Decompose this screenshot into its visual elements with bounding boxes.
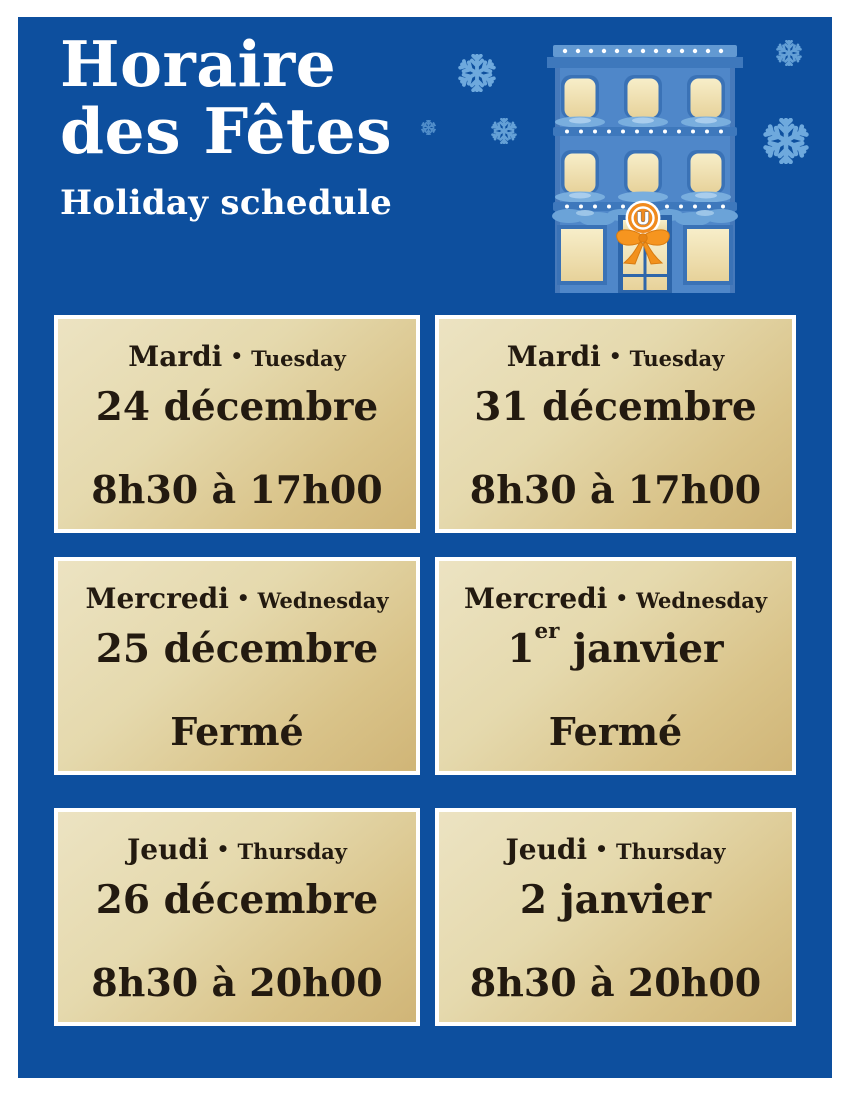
snowflake-icon bbox=[421, 120, 436, 135]
card-date: 31 décembre bbox=[439, 379, 792, 428]
schedule-card: Jeudi • Thursday 26 décembre 8h30 à 20h00 bbox=[54, 808, 420, 1026]
date-number: 25 bbox=[95, 626, 151, 672]
card-date: 26 décembre bbox=[58, 872, 416, 921]
date-month: janvier bbox=[546, 877, 712, 923]
card-day-line: Mardi • Tuesday bbox=[58, 319, 416, 376]
date-number: 2 bbox=[519, 877, 547, 923]
day-english: Tuesday bbox=[629, 346, 725, 371]
day-french: Mardi bbox=[506, 340, 601, 373]
card-day-line: Jeudi • Thursday bbox=[439, 812, 792, 869]
bullet-separator: • bbox=[615, 586, 629, 610]
date-number: 24 bbox=[95, 384, 151, 430]
schedule-card: Mardi • Tuesday 24 décembre 8h30 à 17h00 bbox=[54, 315, 420, 533]
day-english: Wednesday bbox=[636, 588, 768, 613]
schedule-card: Jeudi • Thursday 2 janvier 8h30 à 20h00 bbox=[435, 808, 796, 1026]
card-date: 1er janvier bbox=[439, 619, 792, 672]
card-hours: 8h30 à 17h00 bbox=[91, 467, 383, 512]
day-english: Thursday bbox=[615, 839, 726, 864]
card-day-line: Jeudi • Thursday bbox=[58, 812, 416, 869]
card-hours: 8h30 à 20h00 bbox=[91, 960, 383, 1005]
date-month: décembre bbox=[150, 626, 379, 672]
day-french: Mercredi bbox=[85, 582, 229, 615]
garland bbox=[555, 191, 731, 203]
day-english: Wednesday bbox=[257, 588, 389, 613]
bullet-separator: • bbox=[236, 586, 250, 610]
date-number: 31 bbox=[474, 384, 529, 430]
date-ordinal: er bbox=[534, 619, 560, 645]
poster-title-block: Horaire des Fêtes Holiday schedule bbox=[60, 27, 500, 224]
logo-letter: U bbox=[636, 210, 650, 230]
date-month: décembre bbox=[528, 384, 757, 430]
card-hours: 8h30 à 17h00 bbox=[469, 467, 762, 512]
roof-lights bbox=[562, 48, 724, 54]
day-french: Jeudi bbox=[127, 833, 209, 866]
u-logo-badge: U bbox=[625, 200, 661, 236]
card-date: 2 janvier bbox=[439, 872, 792, 921]
card-date: 24 décembre bbox=[58, 379, 416, 428]
bullet-separator: • bbox=[608, 344, 622, 368]
card-day-line: Mercredi • Wednesday bbox=[439, 561, 792, 618]
upper-windows bbox=[561, 75, 725, 119]
date-number: 26 bbox=[95, 877, 151, 923]
date-number: 1 bbox=[507, 626, 535, 672]
schedule-card: Mercredi • Wednesday 1er janvier Fermé bbox=[435, 557, 796, 775]
snowflake-icon bbox=[776, 40, 802, 66]
snowflake-icon bbox=[458, 54, 496, 92]
card-hours: 8h30 à 20h00 bbox=[469, 960, 762, 1005]
ribbon-bow-icon bbox=[616, 229, 670, 265]
snowflake-icon bbox=[763, 118, 809, 164]
holiday-poster: Horaire des Fêtes Holiday schedule bbox=[18, 17, 832, 1078]
card-day-line: Mercredi • Wednesday bbox=[58, 561, 416, 618]
date-month: janvier bbox=[559, 626, 724, 672]
bullet-separator: • bbox=[230, 344, 244, 368]
date-month: décembre bbox=[150, 384, 379, 430]
display-windows bbox=[557, 225, 733, 285]
storefront-garland bbox=[552, 209, 738, 226]
bullet-separator: • bbox=[216, 837, 230, 861]
garland bbox=[555, 116, 731, 128]
title-line-1: Horaire bbox=[60, 27, 337, 101]
card-hours: Fermé bbox=[170, 709, 304, 754]
upper-windows bbox=[561, 150, 725, 194]
poster-subtitle: Holiday schedule bbox=[60, 183, 393, 223]
day-french: Mardi bbox=[128, 340, 223, 373]
card-day-line: Mardi • Tuesday bbox=[439, 319, 792, 376]
card-date: 25 décembre bbox=[58, 621, 416, 670]
card-hours: Fermé bbox=[548, 709, 683, 754]
title-line-2: des Fêtes bbox=[60, 94, 393, 168]
snowflake-icon bbox=[491, 118, 517, 144]
day-french: Jeudi bbox=[505, 833, 588, 866]
schedule-card: Mardi • Tuesday 31 décembre 8h30 à 17h00 bbox=[435, 315, 796, 533]
schedule-card: Mercredi • Wednesday 25 décembre Fermé bbox=[54, 557, 420, 775]
day-english: Thursday bbox=[237, 839, 347, 864]
bullet-separator: • bbox=[595, 837, 608, 861]
day-english: Tuesday bbox=[251, 346, 346, 371]
day-french: Mercredi bbox=[463, 582, 608, 615]
storefront-illustration: U bbox=[547, 45, 743, 293]
date-month: décembre bbox=[150, 877, 379, 923]
